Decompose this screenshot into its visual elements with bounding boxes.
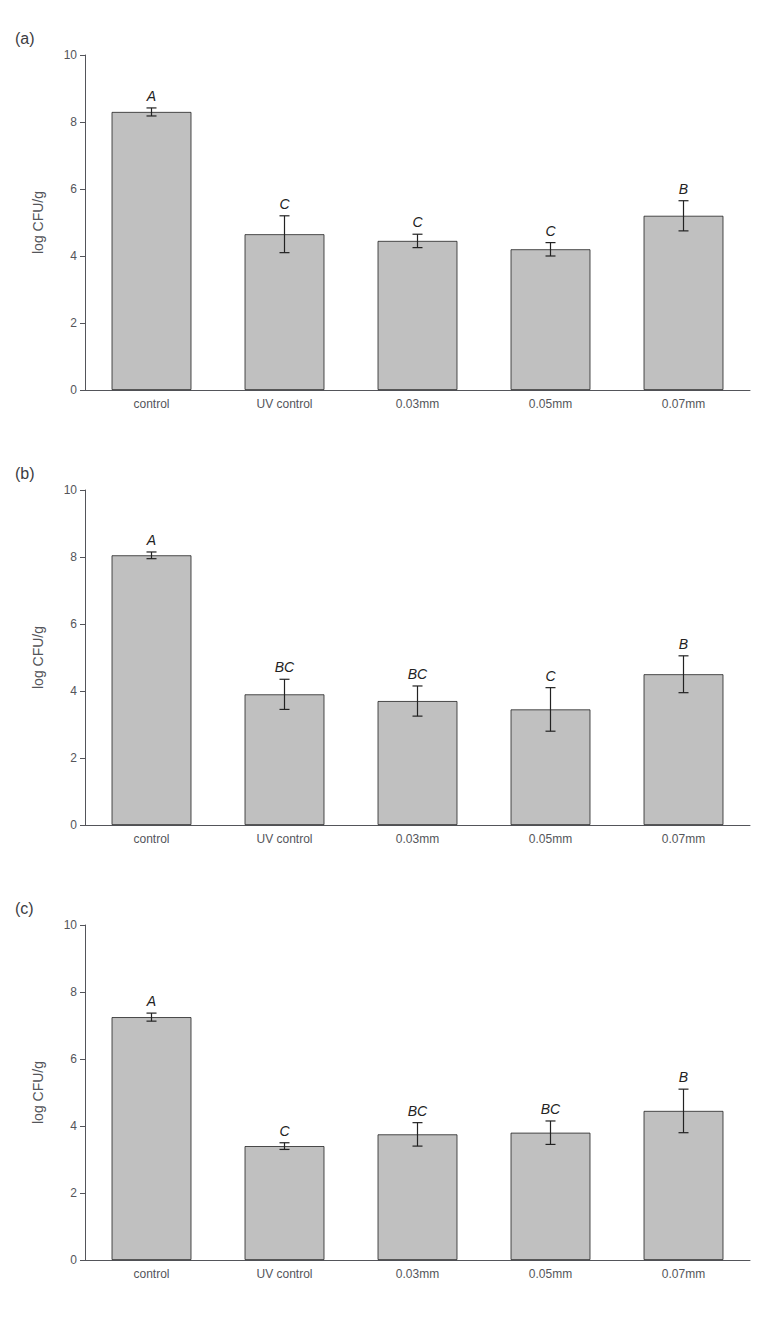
svg-text:BC: BC [408, 1103, 428, 1119]
svg-text:C: C [279, 196, 290, 212]
svg-text:(c): (c) [15, 900, 34, 917]
svg-text:0: 0 [70, 383, 77, 397]
svg-text:C: C [545, 668, 556, 684]
svg-text:0: 0 [70, 1253, 77, 1267]
svg-text:B: B [679, 1069, 688, 1085]
svg-text:control: control [133, 397, 169, 411]
svg-text:A: A [146, 532, 156, 548]
svg-text:A: A [146, 88, 156, 104]
svg-text:6: 6 [70, 182, 77, 196]
svg-text:0.07mm: 0.07mm [662, 832, 705, 846]
svg-text:4: 4 [70, 684, 77, 698]
svg-text:0.03mm: 0.03mm [396, 397, 439, 411]
svg-text:0.07mm: 0.07mm [662, 397, 705, 411]
svg-text:10: 10 [64, 48, 78, 62]
svg-text:log CFU/g: log CFU/g [30, 1061, 46, 1124]
svg-text:0: 0 [70, 818, 77, 832]
svg-text:2: 2 [70, 1186, 77, 1200]
svg-text:0.05mm: 0.05mm [529, 832, 572, 846]
svg-text:6: 6 [70, 1052, 77, 1066]
svg-text:4: 4 [70, 1119, 77, 1133]
svg-text:UV control: UV control [256, 832, 312, 846]
svg-text:BC: BC [408, 666, 428, 682]
svg-text:B: B [679, 636, 688, 652]
svg-text:8: 8 [70, 550, 77, 564]
svg-text:(b): (b) [15, 465, 35, 482]
svg-text:log CFU/g: log CFU/g [30, 626, 46, 689]
svg-text:0.03mm: 0.03mm [396, 1267, 439, 1281]
svg-text:(a): (a) [15, 30, 35, 47]
svg-text:control: control [133, 832, 169, 846]
svg-text:0.05mm: 0.05mm [529, 397, 572, 411]
svg-text:control: control [133, 1267, 169, 1281]
svg-text:C: C [412, 214, 423, 230]
svg-text:log CFU/g: log CFU/g [30, 191, 46, 254]
svg-text:B: B [679, 181, 688, 197]
svg-text:C: C [545, 223, 556, 239]
svg-text:UV control: UV control [256, 1267, 312, 1281]
svg-text:10: 10 [64, 483, 78, 497]
svg-text:2: 2 [70, 316, 77, 330]
svg-text:UV control: UV control [256, 397, 312, 411]
svg-text:BC: BC [275, 659, 295, 675]
svg-text:BC: BC [541, 1101, 561, 1117]
svg-text:0.05mm: 0.05mm [529, 1267, 572, 1281]
svg-text:0.03mm: 0.03mm [396, 832, 439, 846]
svg-text:8: 8 [70, 115, 77, 129]
svg-text:10: 10 [64, 918, 78, 932]
svg-text:6: 6 [70, 617, 77, 631]
svg-text:4: 4 [70, 249, 77, 263]
svg-text:A: A [146, 993, 156, 1009]
svg-text:2: 2 [70, 751, 77, 765]
svg-text:0.07mm: 0.07mm [662, 1267, 705, 1281]
svg-text:8: 8 [70, 985, 77, 999]
svg-text:C: C [279, 1123, 290, 1139]
